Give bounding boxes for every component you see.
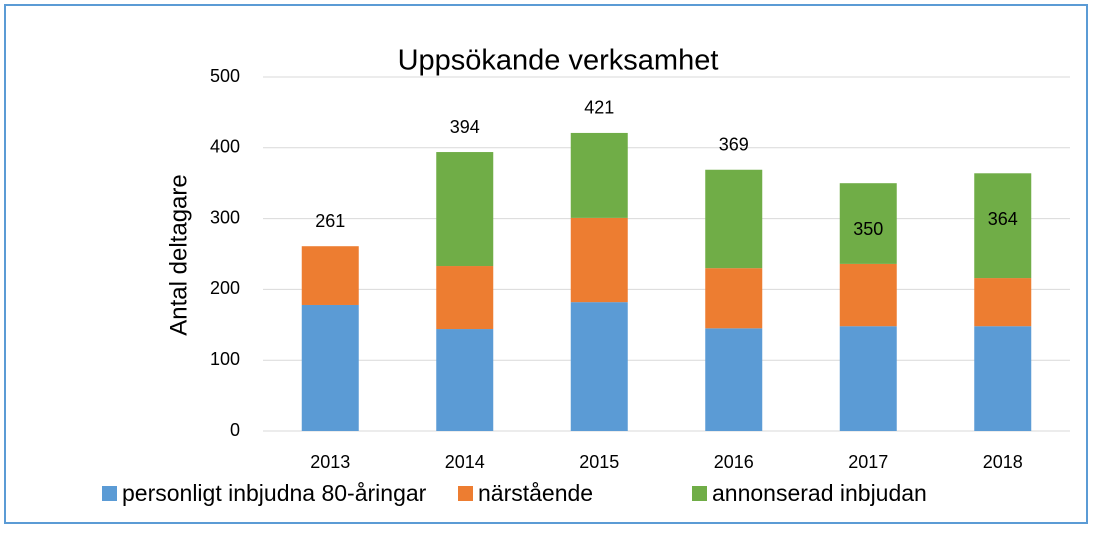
bar-segment [570,217,628,303]
legend-label: annonserad inbjudan [712,480,927,506]
bar-segment [974,278,1032,327]
bar-segment [570,132,628,218]
y-tick-label: 500 [210,66,240,86]
bar-segment [974,173,1032,279]
legend-label: personligt inbjudna 80-åringar [122,480,427,506]
y-tick-label: 200 [210,278,240,298]
legend-swatch [458,486,473,501]
chart-title: Uppsökande verksamhet [398,45,719,77]
total-label: 261 [315,211,345,231]
y-tick-label: 100 [210,349,240,369]
bar-segment [705,169,763,269]
bar-segment [570,302,628,431]
y-tick-label: 300 [210,207,240,227]
bar-segment [301,246,359,305]
x-tick-label: 2013 [310,452,350,472]
total-label: 394 [450,117,480,137]
bar-segment [705,328,763,431]
legend-swatch [102,486,117,501]
bar-segment [705,268,763,329]
x-tick-label: 2014 [445,452,485,472]
bar-segment [839,263,897,327]
x-tick-label: 2018 [983,452,1023,472]
legend-label: närstående [478,480,593,506]
total-label: 364 [988,209,1018,229]
frame [4,4,1088,524]
y-tick-label: 0 [230,420,240,440]
x-tick-label: 2016 [714,452,754,472]
x-tick-label: 2015 [579,452,619,472]
total-label: 350 [853,219,883,239]
bar-segment [839,183,897,264]
bar-segment [974,326,1032,431]
bar-segment [301,304,359,431]
total-label: 421 [584,98,614,118]
bar-segment [436,152,494,267]
bar-segment [436,329,494,431]
bar-segment [436,266,494,330]
total-label: 369 [719,134,749,154]
y-axis-title: Antal deltagare [165,174,192,335]
y-tick-label: 400 [210,137,240,157]
legend-swatch [692,486,707,501]
bar-segment [839,326,897,431]
x-tick-label: 2017 [848,452,888,472]
